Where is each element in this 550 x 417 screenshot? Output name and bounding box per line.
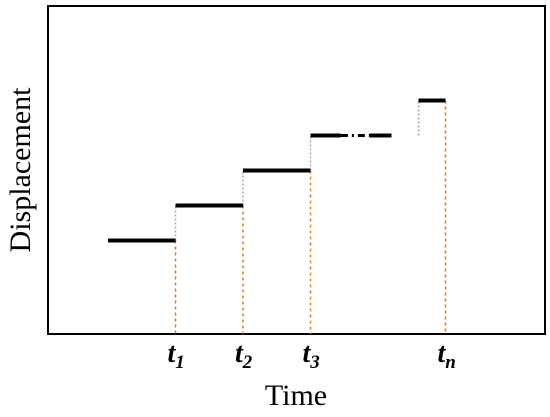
plot-marks <box>108 98 447 334</box>
plot-frame <box>47 5 546 335</box>
x-axis-label: Time <box>265 379 327 412</box>
x-tick-label-3: t3 <box>303 338 320 373</box>
x-tick-labels: t1 t2 t3 tn <box>168 338 456 373</box>
x-tick-label-4: tn <box>438 338 456 373</box>
x-tick-label-2: t2 <box>235 338 253 373</box>
y-axis-label: Displacement <box>4 87 37 253</box>
x-tick-label-1: t1 <box>168 338 185 373</box>
